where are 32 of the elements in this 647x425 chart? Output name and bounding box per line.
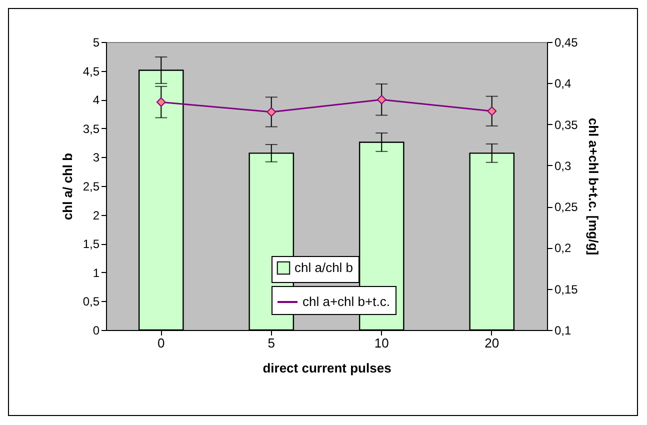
y-axis-title: chl a/ chl b [60, 152, 75, 220]
y2-tick-label: 0,4 [554, 76, 572, 91]
point [266, 107, 276, 117]
y-tick-label: 3,5 [82, 122, 100, 136]
y2-tick-label: 0,25 [554, 200, 578, 214]
y-tick-label: 0 [92, 324, 100, 338]
x-tick-label: 0 [158, 336, 165, 350]
y2-axis-title: chl a+chl b+t.c. [mg/g] [586, 118, 601, 256]
x-tick-label: 5 [268, 336, 275, 350]
y-tick-label: 3 [92, 150, 100, 165]
point [376, 94, 386, 104]
y-tick-label: 4 [92, 93, 100, 108]
point [487, 106, 497, 116]
y2-tick-label: 0,3 [554, 158, 572, 173]
y-tick-label: 4,5 [82, 64, 100, 78]
x-tick-label: 10 [374, 336, 389, 350]
y2-tick-label: 0,1 [554, 324, 572, 338]
y-tick-label: 1,5 [82, 237, 100, 252]
y2-tick-label: 0,15 [554, 282, 578, 296]
point [156, 97, 166, 107]
y2-tick-label: 0,2 [554, 241, 572, 256]
y2-tick-label: 0,35 [554, 118, 578, 132]
y2-tick-label: 0,45 [554, 36, 578, 50]
y-tick-label: 1 [92, 266, 100, 280]
legend-label: chl a+chl b+t.c. [302, 294, 390, 309]
y-tick-label: 2,5 [82, 180, 100, 194]
legend-label: chl a/chl b [294, 260, 354, 275]
y-tick-label: 2 [92, 208, 100, 222]
y-tick-label: 5 [92, 36, 100, 50]
y-tick-label: 0,5 [82, 294, 100, 309]
x-tick-label: 20 [484, 336, 500, 350]
x-axis-title: direct current pulses [262, 360, 392, 376]
